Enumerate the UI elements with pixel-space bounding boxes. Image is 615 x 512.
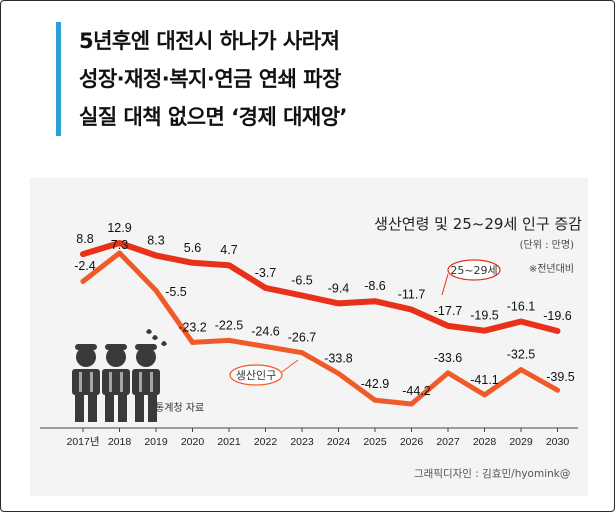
data-label: 5.6 (184, 241, 201, 255)
headline-line-2: 성장·재정·복지·연금 연쇄 파장 (79, 67, 341, 91)
data-label: 8.8 (76, 232, 93, 246)
data-label: -19.6 (543, 309, 572, 323)
data-label: -39.5 (546, 370, 575, 384)
data-point (117, 240, 122, 246)
series-name-label-1: 생산인구 (236, 369, 276, 382)
data-point (190, 339, 195, 345)
note-label: ※전년대비 (529, 263, 574, 275)
data-label: -2.4 (74, 259, 96, 273)
x-tick-label: 2019 (144, 436, 168, 448)
headline-line-1: 5년후엔 대전시 하나가 사라져 (79, 29, 340, 53)
x-tick-label: 2026 (400, 436, 424, 448)
data-point (409, 401, 414, 407)
x-tick-label: 2030 (546, 436, 570, 448)
data-label: 12.9 (107, 221, 131, 235)
x-tick-label: 2028 (473, 436, 497, 448)
x-tick-label: 2021 (217, 436, 241, 448)
data-label: -44.2 (402, 384, 431, 398)
headline-line-3: 실질 대책 없으면 ‘경제 대재앙’ (79, 105, 348, 129)
data-point (263, 344, 268, 350)
data-label: -32.5 (507, 348, 536, 362)
series-callout-box-1 (229, 364, 283, 386)
headline: 5년후엔 대전시 하나가 사라져 성장·재정·복지·연금 연쇄 파장 실질 대책… (56, 22, 348, 136)
data-label: -16.1 (507, 300, 536, 314)
data-label: 7.3 (111, 238, 128, 252)
data-label: -19.5 (470, 309, 499, 323)
data-point (445, 370, 451, 376)
data-label: 4.7 (220, 243, 237, 257)
series-callout-box-0 (447, 259, 501, 281)
data-point (409, 307, 414, 313)
data-point (263, 285, 268, 291)
data-label: -26.7 (288, 331, 317, 345)
data-label: -22.5 (215, 318, 244, 332)
data-point (372, 397, 378, 403)
x-tick-label: 2018 (108, 436, 132, 448)
data-point (482, 392, 487, 398)
data-point (299, 293, 305, 299)
x-tick-label: 2029 (509, 436, 533, 448)
x-tick-label: 2025 (363, 436, 387, 448)
data-label: -41.1 (470, 373, 499, 387)
credit-text: 그래픽디자인 : 김효민/hyomink@ (414, 468, 571, 480)
data-label: -42.9 (361, 377, 390, 391)
x-tick-label: 2017년 (66, 436, 99, 448)
data-label: -33.8 (324, 352, 353, 366)
x-tick-label: 2022 (254, 436, 278, 448)
data-point (226, 337, 232, 343)
data-point (299, 350, 305, 356)
data-point (117, 250, 122, 256)
data-label: -3.7 (255, 266, 277, 280)
x-tick-label: 2023 (290, 436, 314, 448)
data-label: 8.3 (147, 233, 164, 247)
x-tick-label: 2027 (436, 436, 460, 448)
data-point (336, 300, 341, 306)
data-point (555, 328, 560, 334)
data-point (445, 323, 451, 329)
series-line-1 (80, 250, 560, 407)
x-tick-label: 2024 (327, 436, 351, 448)
data-point (153, 252, 159, 258)
data-point (336, 371, 341, 377)
chart-title: 생산연령 및 25~29세 인구 증감 (374, 215, 582, 233)
data-point (518, 367, 524, 373)
data-label: -8.6 (364, 279, 386, 293)
data-label: -33.6 (434, 351, 463, 365)
data-label: -6.5 (291, 274, 313, 288)
x-tick-label: 2020 (181, 436, 205, 448)
data-point (80, 278, 86, 284)
source-label: 통계청 자료 (155, 402, 204, 414)
data-point (153, 288, 159, 294)
series-name-label-0: 25~29세 (450, 264, 497, 277)
unit-label: (단위 : 만명) (520, 238, 574, 251)
data-point (80, 251, 86, 257)
series-callout-pointer-1 (281, 359, 299, 373)
data-label: -9.4 (328, 281, 350, 295)
data-label: -23.2 (178, 320, 207, 334)
data-point (555, 387, 560, 393)
data-label: -17.7 (434, 304, 463, 318)
data-point (226, 262, 232, 268)
chart-background (30, 178, 588, 496)
series-callout-pointer-0 (441, 273, 449, 296)
data-point (372, 298, 378, 304)
series-line-0 (80, 240, 561, 334)
data-label: -11.7 (398, 288, 426, 302)
data-label: -5.5 (165, 285, 187, 299)
data-label: -24.6 (251, 325, 280, 339)
data-point (482, 328, 487, 334)
data-point (190, 260, 195, 266)
data-point (518, 319, 524, 325)
